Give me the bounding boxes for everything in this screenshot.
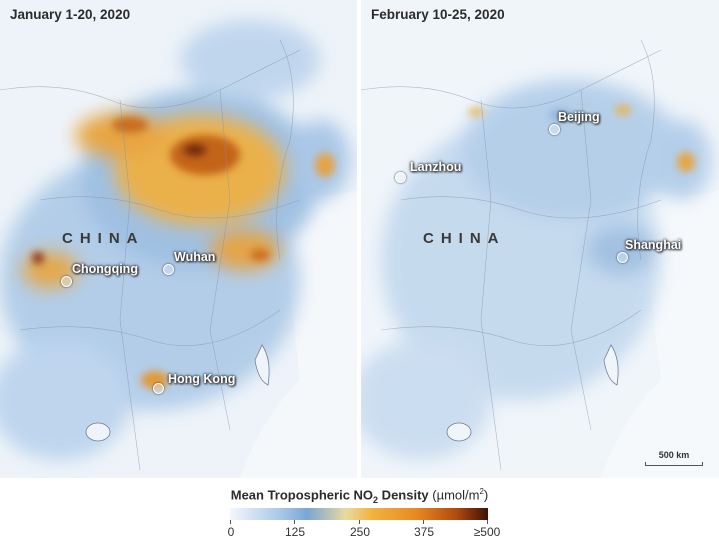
city-label-wuhan: Wuhan bbox=[174, 250, 216, 264]
legend-label-375: 375 bbox=[413, 525, 435, 539]
city-marker-wuhan bbox=[163, 264, 174, 275]
map-panel-january: January 1-20, 2020 CHINA Chongqing Wuhan… bbox=[0, 0, 357, 478]
legend-tick-125 bbox=[294, 520, 295, 524]
legend-unit-close: ) bbox=[483, 487, 489, 503]
city-marker-lanzhou bbox=[395, 172, 406, 183]
legend-unit-sup: 2 bbox=[479, 487, 484, 496]
city-marker-shanghai bbox=[617, 252, 628, 263]
city-marker-hong-kong bbox=[153, 383, 164, 394]
city-label-beijing: Beijing bbox=[558, 110, 600, 124]
legend-unit-open: (µmol/m bbox=[432, 487, 480, 503]
city-marker-chongqing bbox=[61, 276, 72, 287]
legend-color-bar bbox=[230, 508, 488, 520]
color-legend: Mean Tropospheric NO2 Density (µmol/m2) … bbox=[0, 478, 719, 551]
legend-title-sub: 2 bbox=[373, 494, 379, 505]
no2-map-february bbox=[361, 0, 719, 478]
city-label-shanghai: Shanghai bbox=[625, 238, 682, 252]
no2-map-january bbox=[0, 0, 357, 478]
city-marker-beijing bbox=[549, 124, 560, 135]
city-label-hong-kong: Hong Kong bbox=[168, 372, 236, 386]
city-label-lanzhou: Lanzhou bbox=[410, 160, 462, 174]
legend-tick-0 bbox=[230, 520, 231, 524]
panel-title-january: January 1-20, 2020 bbox=[10, 7, 131, 22]
map-panel-february: February 10-25, 2020 CHINA Beijing Lanzh… bbox=[361, 0, 719, 478]
panel-title-february: February 10-25, 2020 bbox=[371, 7, 505, 22]
city-label-chongqing: Chongqing bbox=[72, 262, 138, 276]
legend-title: Mean Tropospheric NO2 Density (µmol/m2) bbox=[0, 487, 719, 505]
legend-tick-250 bbox=[359, 520, 360, 524]
legend-title-main: Mean Tropospheric NO bbox=[230, 487, 374, 503]
legend-title-tail: Density bbox=[378, 487, 433, 503]
scale-bar-line bbox=[645, 462, 703, 466]
country-label-china-2: CHINA bbox=[423, 230, 506, 247]
legend-tick-375 bbox=[423, 520, 424, 524]
scale-bar-label: 500 km bbox=[658, 450, 690, 460]
panel-divider bbox=[357, 0, 361, 478]
legend-tick-500 bbox=[487, 520, 488, 524]
scale-bar: 500 km bbox=[645, 450, 703, 466]
country-label-china: CHINA bbox=[62, 230, 145, 247]
legend-label-500: ≥500 bbox=[473, 525, 501, 539]
legend-label-0: 0 bbox=[227, 525, 235, 539]
legend-label-125: 125 bbox=[284, 525, 306, 539]
legend-label-250: 250 bbox=[349, 525, 371, 539]
